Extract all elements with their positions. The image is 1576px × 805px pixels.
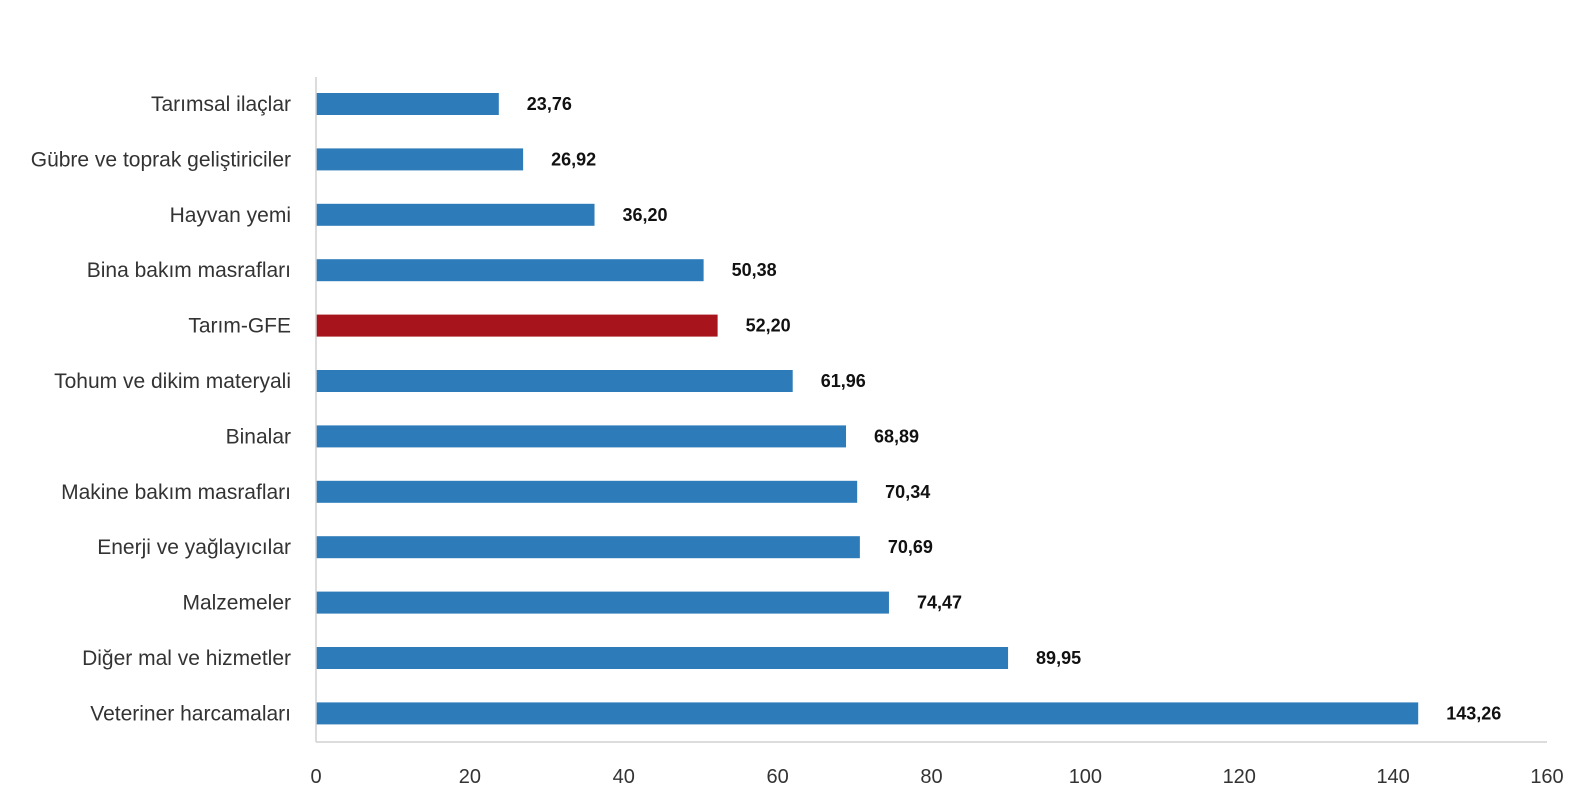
- value-label-11: 143,26: [1446, 703, 1501, 723]
- bar-2: [316, 203, 595, 226]
- bar-9: [316, 591, 889, 614]
- x-tick-label-1: 20: [459, 766, 481, 788]
- bar-4: [316, 314, 718, 337]
- category-label-11: Veteriner harcamaları: [90, 702, 291, 725]
- value-label-3: 50,38: [732, 260, 777, 280]
- x-tick-label-7: 140: [1376, 766, 1409, 788]
- x-axis-ticks: 0 20 40 60 80 100 120 140 160: [310, 766, 1563, 788]
- category-label-6: Binalar: [226, 425, 291, 448]
- category-label-1: Gübre ve toprak geliştiriciler: [31, 148, 291, 171]
- x-tick-label-6: 120: [1223, 766, 1256, 788]
- category-label-2: Hayvan yemi: [170, 204, 291, 227]
- value-label-10: 89,95: [1036, 648, 1081, 668]
- x-tick-label-3: 60: [767, 766, 789, 788]
- category-label-9: Malzemeler: [182, 592, 291, 615]
- x-tick-label-4: 80: [920, 766, 942, 788]
- value-label-1: 26,92: [551, 149, 596, 169]
- category-label-5: Tohum ve dikim materyali: [54, 370, 291, 393]
- bar-3: [316, 259, 704, 282]
- value-label-9: 74,47: [917, 593, 962, 613]
- x-tick-label-5: 100: [1069, 766, 1102, 788]
- value-label-6: 68,89: [874, 426, 919, 446]
- x-tick-label-8: 160: [1530, 766, 1563, 788]
- category-label-3: Bina bakım masrafları: [87, 259, 291, 282]
- value-label-4: 52,20: [746, 316, 791, 336]
- value-label-7: 70,34: [885, 482, 930, 502]
- x-tick-label-0: 0: [310, 766, 321, 788]
- bar-5: [316, 370, 793, 392]
- value-label-2: 36,20: [623, 205, 668, 225]
- bar-6: [316, 425, 847, 448]
- bar-10: [316, 647, 1009, 669]
- bar-8: [316, 536, 860, 559]
- bar-11: [316, 702, 1419, 725]
- category-label-10: Diğer mal ve hizmetler: [82, 647, 291, 670]
- bar-1: [316, 148, 524, 171]
- category-label-4: Tarım-GFE: [188, 315, 291, 338]
- value-label-8: 70,69: [888, 537, 933, 557]
- category-label-7: Makine bakım masrafları: [61, 481, 291, 504]
- bar-7: [316, 480, 858, 503]
- labels-layer: Tarımsal ilaçlar 23,76 Gübre ve toprak gel…: [31, 93, 1502, 725]
- category-label-0: Tarımsal ilaçlar: [151, 93, 291, 116]
- bars-layer: [316, 93, 1419, 725]
- value-label-5: 61,96: [821, 371, 866, 391]
- x-tick-label-2: 40: [613, 766, 635, 788]
- category-label-8: Enerji ve yağlayıcılar: [97, 536, 291, 559]
- value-label-0: 23,76: [527, 94, 572, 114]
- bar-0: [316, 93, 499, 115]
